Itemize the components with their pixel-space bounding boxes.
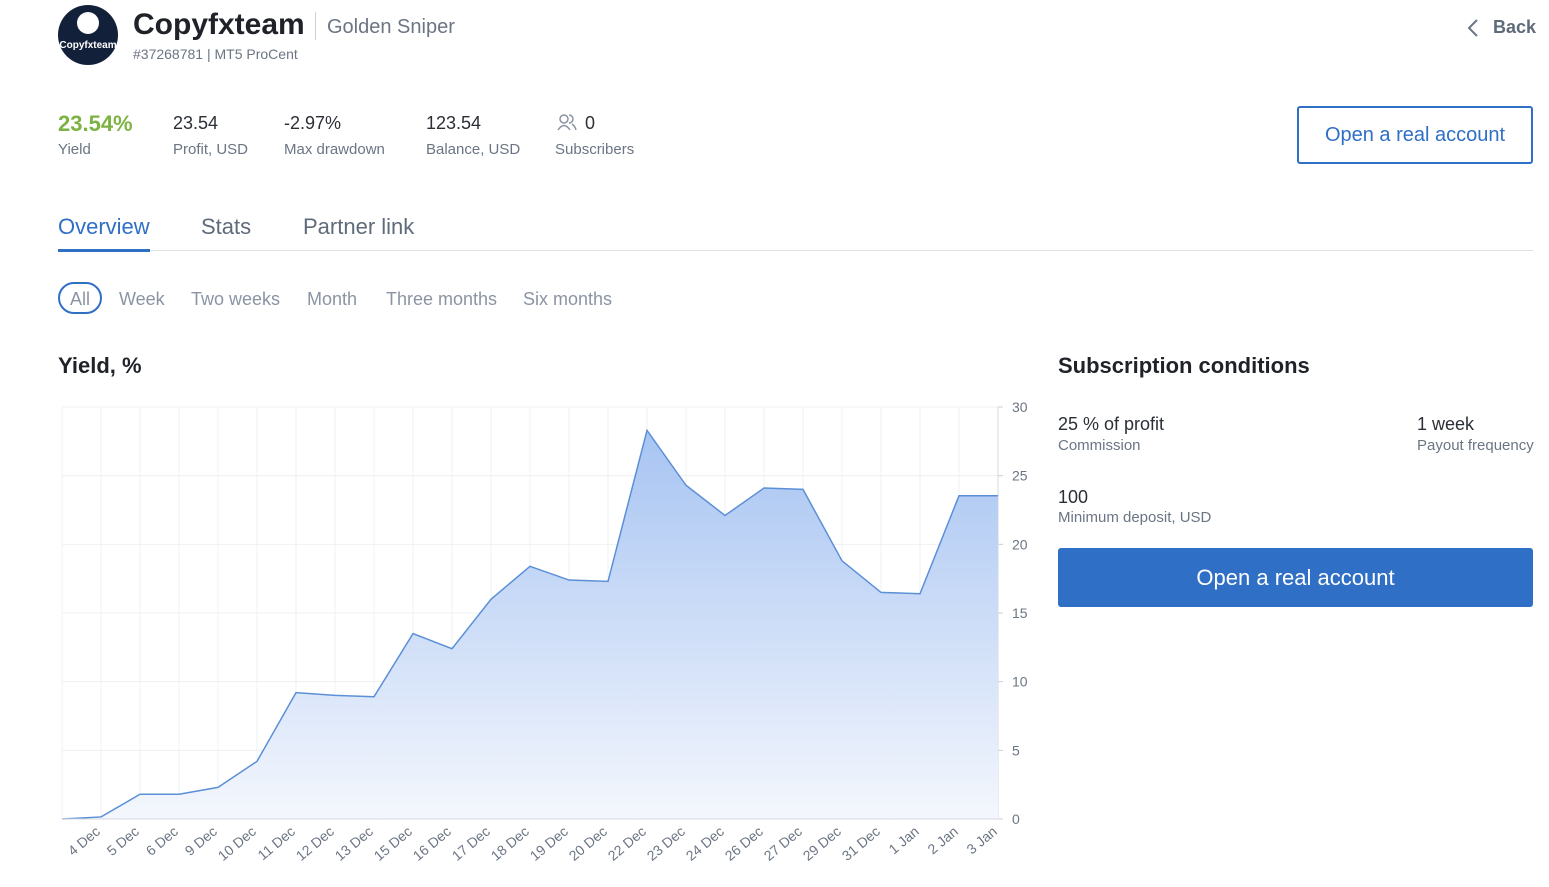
x-tick-label: 27 Dec bbox=[761, 823, 805, 864]
x-tick-label: 15 Dec bbox=[371, 823, 415, 864]
x-tick-label: 13 Dec bbox=[332, 823, 376, 864]
stat-label: Profit, USD bbox=[173, 141, 249, 158]
logo: Copyfxteam bbox=[58, 5, 118, 65]
x-tick-label: 12 Dec bbox=[293, 823, 337, 864]
condition-value: 100 bbox=[1058, 487, 1089, 507]
x-tick-label: 31 Dec bbox=[839, 823, 883, 864]
stat-value: 23.54% bbox=[58, 111, 133, 136]
strategy-name: Golden Sniper bbox=[327, 16, 455, 38]
subscribers-icon bbox=[557, 114, 577, 131]
stat-label: Yield bbox=[58, 141, 91, 158]
tab[interactable]: Partner link bbox=[303, 214, 415, 239]
stat-value: 23.54 bbox=[173, 113, 219, 133]
condition-label: Payout frequency bbox=[1417, 437, 1534, 454]
x-tick-label: 6 Dec bbox=[143, 823, 181, 859]
x-tick-label: 2 Jan bbox=[924, 823, 961, 857]
x-tick-label: 3 Jan bbox=[963, 823, 1000, 857]
strategy-owner: Copyfxteam bbox=[133, 8, 305, 41]
period[interactable]: Month bbox=[307, 289, 358, 309]
line bbox=[61, 428, 998, 820]
stat-label: Max drawdown bbox=[284, 141, 385, 158]
y-tick-label: 30 bbox=[1012, 399, 1028, 415]
y-tick-label: 20 bbox=[1012, 536, 1028, 552]
x-tick-label: 20 Dec bbox=[566, 823, 610, 864]
condition-label: Commission bbox=[1058, 437, 1141, 454]
logo-text: Copyfxteam bbox=[59, 40, 116, 51]
period[interactable]: Two weeks bbox=[191, 289, 281, 309]
x-tick-label: 23 Dec bbox=[644, 823, 688, 864]
period[interactable]: Three months bbox=[386, 289, 498, 309]
stat-value: -2.97% bbox=[284, 113, 342, 133]
condition-value: 1 week bbox=[1417, 414, 1475, 434]
x-tick-label: 5 Dec bbox=[104, 823, 142, 859]
x-tick-label: 4 Dec bbox=[65, 823, 103, 859]
conditions-title: Subscription conditions bbox=[1058, 353, 1310, 378]
x-tick-label: 10 Dec bbox=[215, 823, 259, 864]
open-account-button[interactable]: Open a real account bbox=[1297, 106, 1533, 164]
open-account-button[interactable]: Open a real account bbox=[1058, 548, 1533, 607]
stat-label: Subscribers bbox=[555, 141, 635, 158]
x-tick-label: 9 Dec bbox=[182, 823, 220, 859]
period[interactable]: Week bbox=[119, 289, 165, 309]
stat-value: 0 bbox=[585, 113, 596, 133]
tab-divider bbox=[58, 250, 1533, 251]
x-tick-label: 24 Dec bbox=[683, 823, 727, 864]
y-tick-label: 5 bbox=[1012, 742, 1020, 758]
x-tick-label: 1 Jan bbox=[885, 823, 922, 857]
period-active-pill bbox=[58, 282, 102, 314]
separator bbox=[315, 12, 316, 40]
x-tick-label: 17 Dec bbox=[449, 823, 493, 864]
account-info: #37268781 | MT5 ProCent bbox=[133, 46, 298, 62]
condition-value: 25 % of profit bbox=[1058, 414, 1165, 434]
period[interactable]: Six months bbox=[523, 289, 613, 309]
y-tick-label: 25 bbox=[1012, 468, 1028, 484]
x-tick-label: 29 Dec bbox=[800, 823, 844, 864]
back-link[interactable]: Back bbox=[1493, 17, 1537, 37]
tab-underline bbox=[58, 249, 150, 252]
y-tick-label: 10 bbox=[1012, 674, 1028, 690]
x-tick-label: 11 Dec bbox=[254, 823, 297, 863]
y-tick-label: 15 bbox=[1012, 605, 1028, 621]
x-tick-label: 19 Dec bbox=[527, 823, 571, 864]
x-tick-label: 22 Dec bbox=[605, 823, 649, 864]
condition-label: Minimum deposit, USD bbox=[1058, 509, 1212, 526]
x-tick-label: 16 Dec bbox=[410, 823, 454, 864]
x-tick-label: 18 Dec bbox=[488, 823, 532, 864]
stat-value: 123.54 bbox=[426, 113, 482, 133]
back-icon[interactable] bbox=[1466, 18, 1480, 38]
stat-label: Balance, USD bbox=[426, 141, 521, 158]
y-tick-label: 0 bbox=[1012, 811, 1020, 827]
period[interactable]: All bbox=[70, 289, 91, 309]
area bbox=[62, 430, 998, 819]
chart-title: Yield, % bbox=[58, 353, 142, 378]
tab[interactable]: Stats bbox=[201, 214, 252, 239]
tab[interactable]: Overview bbox=[58, 214, 150, 239]
x-tick-label: 26 Dec bbox=[722, 823, 766, 864]
